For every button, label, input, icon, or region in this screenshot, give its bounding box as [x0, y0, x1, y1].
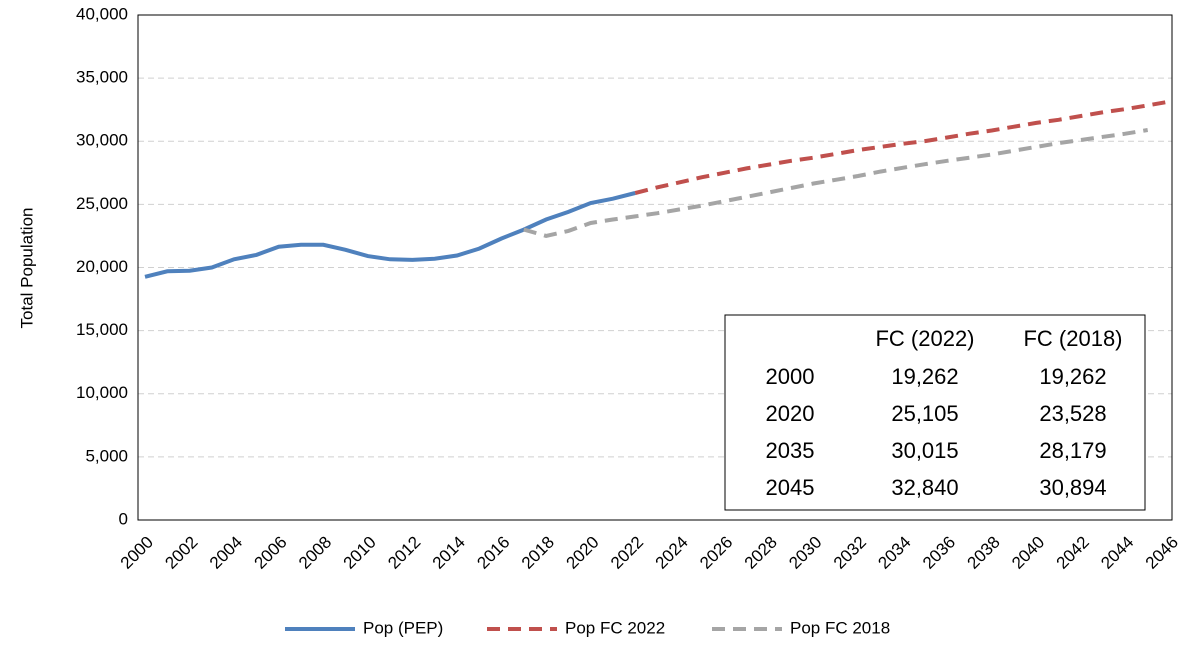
table-cell: 19,262 — [1039, 364, 1106, 389]
x-tick-label: 2022 — [607, 533, 647, 573]
y-axis-label: Total Population — [17, 208, 36, 329]
legend-label: Pop (PEP) — [363, 618, 443, 637]
y-tick-label: 25,000 — [76, 194, 128, 213]
table-row-label: 2045 — [766, 475, 815, 500]
x-tick-label: 2026 — [696, 533, 736, 573]
table-cell: 30,015 — [891, 438, 958, 463]
x-tick-label: 2044 — [1097, 533, 1137, 573]
x-tick-label: 2002 — [161, 533, 201, 573]
x-tick-label: 2004 — [206, 533, 246, 573]
x-tick-label: 2020 — [562, 533, 602, 573]
x-tick-label: 2046 — [1142, 533, 1182, 573]
series-line — [634, 99, 1171, 195]
x-tick-label: 2038 — [964, 533, 1004, 573]
legend-label: Pop FC 2022 — [565, 618, 665, 637]
table-row-label: 2020 — [766, 401, 815, 426]
y-tick-label: 30,000 — [76, 131, 128, 150]
x-tick-label: 2034 — [874, 533, 914, 573]
table-frame — [724, 314, 1146, 511]
y-tick-label: 40,000 — [76, 4, 128, 23]
x-tick-label: 2024 — [652, 533, 692, 573]
x-tick-label: 2010 — [340, 533, 380, 573]
x-tick-label: 2016 — [473, 533, 513, 573]
y-tick-label: 10,000 — [76, 383, 128, 402]
table-row-label: 2035 — [766, 438, 815, 463]
y-tick-label: 5,000 — [85, 446, 128, 465]
y-tick-label: 35,000 — [76, 68, 128, 87]
plot-frame — [137, 14, 1173, 521]
x-tick-label: 2032 — [830, 533, 870, 573]
x-tick-label: 2042 — [1053, 533, 1093, 573]
table-cell: 32,840 — [891, 475, 958, 500]
table-cell: 28,179 — [1039, 438, 1106, 463]
x-tick-label: 2006 — [251, 533, 291, 573]
x-tick-label: 2028 — [741, 533, 781, 573]
x-tick-label: 2000 — [117, 533, 157, 573]
x-tick-label: 2012 — [384, 533, 424, 573]
x-tick-label: 2018 — [518, 533, 558, 573]
table-cell: 25,105 — [891, 401, 958, 426]
y-tick-label: 0 — [119, 509, 128, 528]
forecast-table: FC (2022) FC (2018) 2000 19,262 19,262 2020 25… — [724, 314, 1146, 511]
table-row-label: 2000 — [766, 364, 815, 389]
table-header: FC (2022) — [875, 326, 974, 351]
series-line — [144, 191, 636, 279]
y-tick-label: 15,000 — [76, 320, 128, 339]
y-tick-label: 20,000 — [76, 257, 128, 276]
series-line — [523, 128, 1149, 238]
x-tick-label: 2030 — [785, 533, 825, 573]
table-cell: 19,262 — [891, 364, 958, 389]
x-tick-label: 2008 — [295, 533, 335, 573]
x-tick-label: 2036 — [919, 533, 959, 573]
table-cell: 23,528 — [1039, 401, 1106, 426]
x-tick-label: 2040 — [1008, 533, 1048, 573]
table-cell: 30,894 — [1039, 475, 1106, 500]
x-tick-label: 2014 — [429, 533, 469, 573]
table-header: FC (2018) — [1023, 326, 1122, 351]
legend-label: Pop FC 2018 — [790, 618, 890, 637]
